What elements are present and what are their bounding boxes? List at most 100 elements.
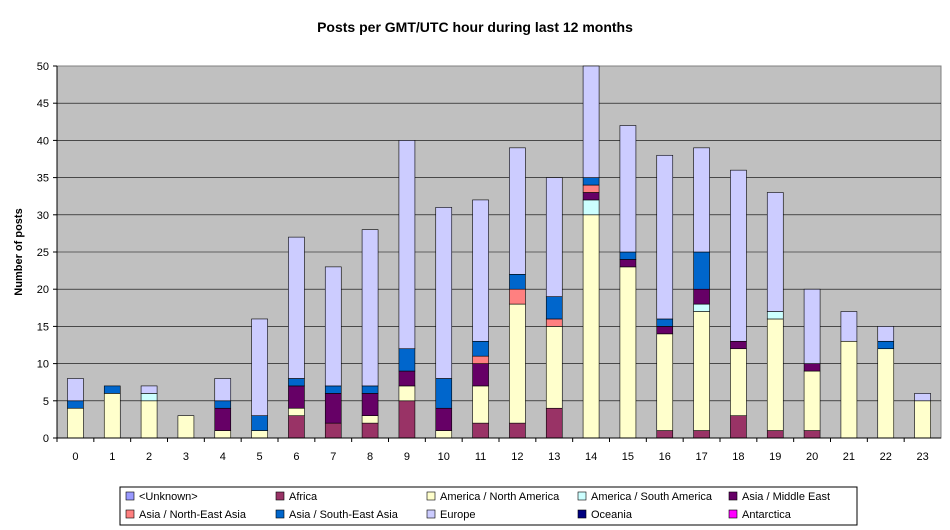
- legend-label: Europe: [440, 509, 475, 521]
- bar-segment: [324, 422, 342, 439]
- bar-segment: [619, 251, 637, 260]
- y-tick-label: 35: [37, 173, 49, 185]
- x-tick-label: 21: [843, 451, 855, 463]
- bar-segment: [398, 385, 416, 402]
- legend-swatch: [728, 491, 738, 501]
- bar-segment: [545, 318, 563, 327]
- legend-swatch: [125, 509, 135, 519]
- legend-label: America / South America: [591, 491, 713, 503]
- bar-segment: [251, 318, 268, 416]
- bar-segment: [730, 415, 747, 439]
- bar-segment: [509, 147, 526, 275]
- bar-segment: [435, 407, 453, 431]
- x-tick-label: 6: [293, 451, 299, 463]
- bar-segment: [582, 199, 600, 216]
- bar-segment: [693, 251, 710, 290]
- bar-segment: [288, 236, 305, 379]
- x-tick-label: 19: [769, 451, 781, 463]
- bar-segment: [140, 400, 158, 439]
- bar-segment: [656, 318, 674, 327]
- y-tick-label: 30: [37, 210, 49, 222]
- bar-segment: [877, 326, 895, 342]
- bar-segment: [398, 370, 416, 387]
- bar-segment: [361, 422, 379, 439]
- legend-swatch: [275, 491, 285, 501]
- legend-label: America / North America: [440, 491, 560, 503]
- y-tick-label: 40: [37, 135, 49, 147]
- bar-segment: [766, 311, 784, 320]
- legend-swatch: [577, 509, 587, 519]
- bar-segment: [472, 340, 489, 357]
- x-tick-labels: 0 1 2 3 4 5 6 7 8 9 10 11 12 13 14 15 16 17 18 19 20 21 22 23: [56, 438, 929, 463]
- legend-label: Antarctica: [742, 509, 792, 521]
- legend-swatch: [728, 509, 738, 519]
- bar-segment: [656, 333, 674, 431]
- y-tick-label: 20: [37, 284, 49, 296]
- legend-swatch: [426, 509, 436, 519]
- bar-segment: [545, 177, 563, 297]
- bar-segment: [214, 378, 232, 402]
- y-axis-label: Number of posts: [13, 208, 25, 295]
- bar-segment: [67, 400, 84, 409]
- bar-segment: [693, 147, 710, 253]
- x-tick-label: 0: [72, 451, 78, 463]
- bar-segment: [435, 378, 453, 409]
- bar-segment: [214, 407, 232, 431]
- bar-segment: [361, 393, 379, 416]
- bar-segment: [730, 348, 747, 416]
- x-tick-label: 12: [511, 451, 523, 463]
- bar-segment: [693, 288, 710, 305]
- bar-segment: [509, 303, 526, 424]
- bar-segment: [730, 340, 747, 350]
- bar-segment: [251, 415, 268, 431]
- bar-segment: [509, 274, 526, 290]
- bar-segment: [582, 184, 600, 193]
- bar-segment: [656, 430, 674, 439]
- y-tick-label: 10: [37, 359, 49, 371]
- legend: <Unknown> Africa America / North America Am…: [119, 486, 858, 526]
- bar-segment: [545, 326, 563, 409]
- legend-label: Oceania: [591, 509, 633, 521]
- bar-segment: [693, 430, 710, 439]
- bar-segment: [840, 311, 858, 342]
- bar-segment: [140, 385, 158, 394]
- bar-segment: [545, 296, 563, 320]
- bar-segment: [656, 154, 674, 320]
- x-tick-label: 14: [585, 451, 597, 463]
- x-tick-label: 18: [732, 451, 744, 463]
- legend-label: <Unknown>: [139, 491, 198, 503]
- bar-segment: [803, 430, 821, 439]
- bar-segment: [103, 393, 121, 439]
- bar-segment: [288, 385, 305, 409]
- bar-segment: [472, 355, 489, 364]
- bar-segment: [582, 214, 600, 439]
- y-tick-label: 50: [37, 61, 49, 73]
- bar-segment: [288, 378, 305, 387]
- bar-segment: [435, 430, 453, 439]
- bar-segment: [914, 393, 931, 402]
- bar-segment: [803, 363, 821, 372]
- bar-segment: [877, 348, 895, 439]
- bar-segment: [619, 266, 637, 439]
- y-tick-label: 25: [37, 247, 49, 259]
- x-tick-label: 16: [659, 451, 671, 463]
- bar-segment: [693, 303, 710, 312]
- bar-segment: [324, 393, 342, 424]
- x-tick-label: 5: [257, 451, 263, 463]
- bar-segment: [472, 199, 489, 342]
- y-tick-label: 15: [37, 321, 49, 333]
- bar-segment: [582, 65, 600, 178]
- bar-segment: [288, 407, 305, 416]
- bar-segment: [509, 422, 526, 439]
- bar-segment: [288, 415, 305, 439]
- x-tick-label: 7: [330, 451, 336, 463]
- chart-title: Posts per GMT/UTC hour during last 12 mo…: [317, 19, 633, 35]
- legend-label: Asia / North-East Asia: [139, 509, 247, 521]
- legend-swatch: [577, 491, 587, 501]
- bar-segment: [214, 400, 232, 409]
- bar-segment: [103, 385, 121, 394]
- bar-segment: [803, 288, 821, 364]
- x-tick-label: 4: [220, 451, 226, 463]
- legend-swatch: [426, 491, 436, 501]
